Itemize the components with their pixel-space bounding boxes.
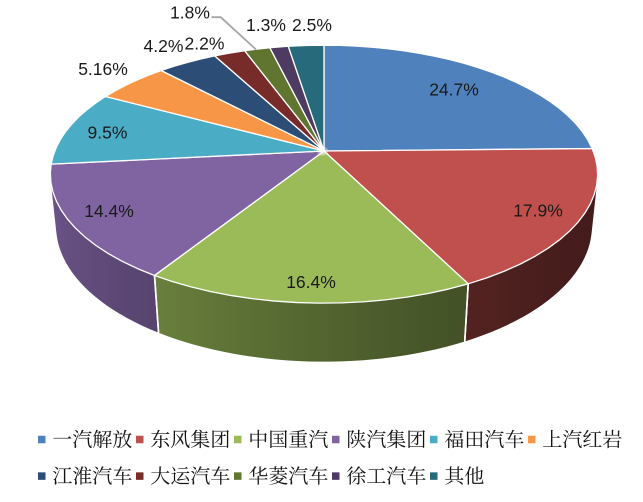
svg-text:4.2%: 4.2% xyxy=(144,36,184,56)
svg-text:24.7%: 24.7% xyxy=(429,80,479,100)
svg-text:1.8%: 1.8% xyxy=(170,3,210,23)
svg-text:5.16%: 5.16% xyxy=(78,59,128,79)
svg-text:2.5%: 2.5% xyxy=(292,15,332,35)
svg-text:9.5%: 9.5% xyxy=(88,123,128,143)
svg-text:14.4%: 14.4% xyxy=(84,201,134,221)
svg-text:17.9%: 17.9% xyxy=(513,201,563,221)
svg-text:16.4%: 16.4% xyxy=(286,272,336,292)
svg-text:1.3%: 1.3% xyxy=(246,15,286,35)
svg-text:2.2%: 2.2% xyxy=(185,34,225,54)
